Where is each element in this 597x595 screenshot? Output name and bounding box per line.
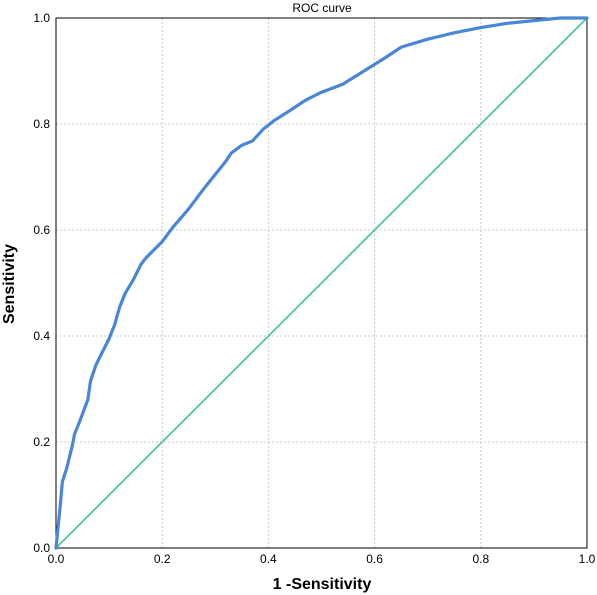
y-tick-label: 0.0 [33, 541, 50, 555]
series [54, 16, 589, 550]
x-tick-label: 0.4 [260, 552, 277, 566]
reference-diagonal-line [55, 17, 588, 549]
x-tick-label: 1.0 [579, 552, 596, 566]
x-tick-label: 0.8 [472, 552, 489, 566]
plot-frame [55, 17, 588, 549]
tick-labels: 0.0 0.2 0.4 0.6 0.8 1.0 0.0 0.2 0.4 0.6 0.8 1.0 [33, 11, 595, 566]
y-tick-label: 1.0 [33, 11, 50, 25]
grid [56, 18, 587, 548]
roc-curve-line [54, 16, 589, 550]
x-tick-label: 0.2 [154, 552, 171, 566]
y-tick-label: 0.4 [33, 329, 50, 343]
x-tick-label: 0.0 [48, 552, 65, 566]
y-axis-title: Sensitivity [1, 244, 18, 324]
x-tick-label: 0.6 [366, 552, 383, 566]
chart-title: ROC curve [292, 1, 352, 15]
x-axis-title: 1 -Sensitivity [273, 576, 372, 593]
y-tick-label: 0.6 [33, 223, 50, 237]
y-tick-label: 0.2 [33, 435, 50, 449]
y-tick-label: 0.8 [33, 117, 50, 131]
